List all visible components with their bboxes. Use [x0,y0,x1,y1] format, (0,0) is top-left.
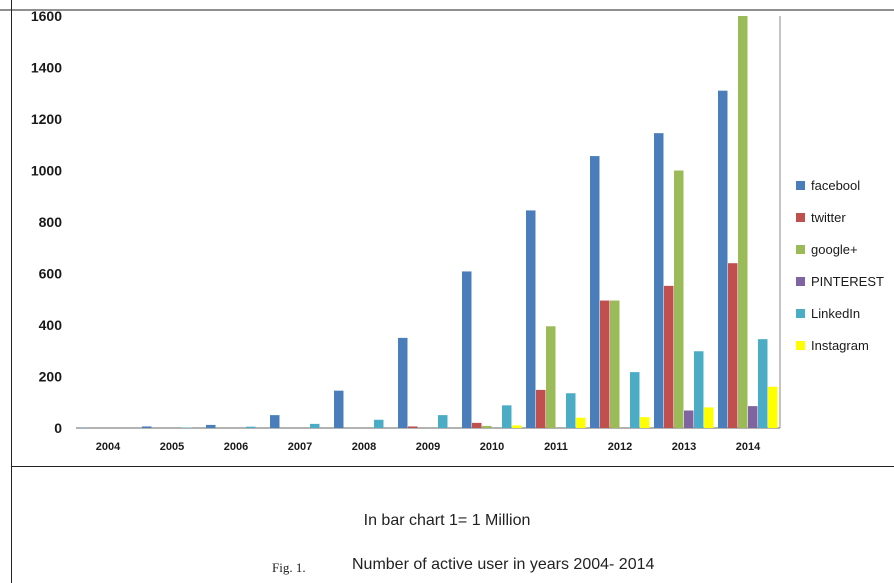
frame-divider-line [11,466,894,467]
x-tick-label: 2007 [288,441,312,453]
bar-linkedin-2010 [502,405,512,428]
y-tick-label: 600 [39,266,63,282]
legend-label: twitter [811,210,846,225]
x-tick-label: 2006 [224,441,248,453]
bar-linkedin-2014 [758,339,768,428]
bar-google-2013 [674,170,684,428]
frame-left-line [11,0,12,583]
bars [78,16,778,429]
x-tick-label: 2012 [608,441,632,453]
legend-swatch [796,181,805,190]
bar-facebool-2014 [718,90,728,429]
y-tick-label: 0 [54,420,62,436]
legend-label: google+ [811,242,858,257]
y-tick-label: 1000 [31,163,62,179]
bar-google-2011 [546,326,556,428]
bar-instagram-2014 [768,386,778,428]
x-tick-label: 2014 [736,441,761,453]
bar-instagram-2012 [640,417,650,428]
scale-note: In bar chart 1= 1 Million [363,512,531,529]
legend-swatch [796,341,805,350]
bar-linkedin-2013 [694,351,704,428]
x-tick-label: 2013 [672,441,696,453]
bar-facebool-2006 [206,424,216,428]
legend-label: PINTEREST [811,274,884,289]
bar-facebool-2011 [526,210,536,428]
bar-instagram-2011 [576,417,586,428]
legend-label: faceboo​l [811,178,860,193]
legend-swatch [796,277,805,286]
bar-twitter-2011 [536,389,546,428]
x-tick-label: 2004 [96,441,121,453]
bar-facebool-2010 [462,271,472,428]
bar-twitter-2012 [600,300,610,428]
y-tick-label: 1600 [31,8,62,24]
bar-facebool-2013 [654,133,664,428]
y-tick-label: 1400 [31,60,62,76]
bar-twitter-2010 [472,422,482,428]
legend-label: Instagram [811,338,869,353]
legend: faceboo​l twitter google+ PINTEREST LinkedIn… [796,178,884,353]
bar-google-2010 [482,425,492,428]
x-tick-label: 2009 [416,441,440,453]
figure-title: Number of active user in years 2004- 201… [352,556,655,573]
bar-linkedin-2012 [630,372,640,428]
bar-google-2012 [610,300,620,428]
bar-google-2014 [738,16,748,428]
legend-label: LinkedIn [811,306,860,321]
bar-facebool-2005 [142,426,152,428]
figure-label: Fig. 1. [272,560,306,575]
bar-twitter-2009 [408,426,418,428]
bar-twitter-2013 [664,285,674,428]
x-tick-label: 2008 [352,441,376,453]
bar-linkedin-2006 [246,426,256,428]
bar-linkedin-2009 [438,415,448,428]
x-tick-label: 2011 [544,441,568,453]
legend-swatch [796,309,805,318]
bar-linkedin-2007 [310,423,320,428]
bar-facebool-2007 [270,415,280,428]
bar-facebool-2008 [334,390,344,428]
y-tick-label: 400 [39,317,63,333]
y-tick-label: 800 [39,214,63,230]
bar-instagram-2010 [512,425,522,428]
x-tick-label: 2005 [160,441,184,453]
bar-facebool-2012 [590,156,600,428]
bar-facebool-2009 [398,337,408,428]
y-tick-label: 1200 [31,111,62,127]
bar-twitter-2014 [728,263,738,428]
legend-swatch [796,245,805,254]
bar-linkedin-2011 [566,393,576,428]
y-axis: 0 200 400 600 800 1000 1200 1400 1600 [31,8,62,436]
x-tick-label: 2010 [480,441,504,453]
bar-linkedin-2005 [182,427,192,428]
bar-linkedin-2008 [374,419,384,428]
legend-swatch [796,213,805,222]
bar-pinterest-2014 [748,406,758,428]
bar-pinterest-2013 [684,410,694,428]
y-tick-label: 200 [39,369,63,385]
x-axis: 2004 2005 2006 2007 2008 2009 2010 2011 2012 2013… [0,9,894,453]
bar-instagram-2013 [704,407,714,428]
